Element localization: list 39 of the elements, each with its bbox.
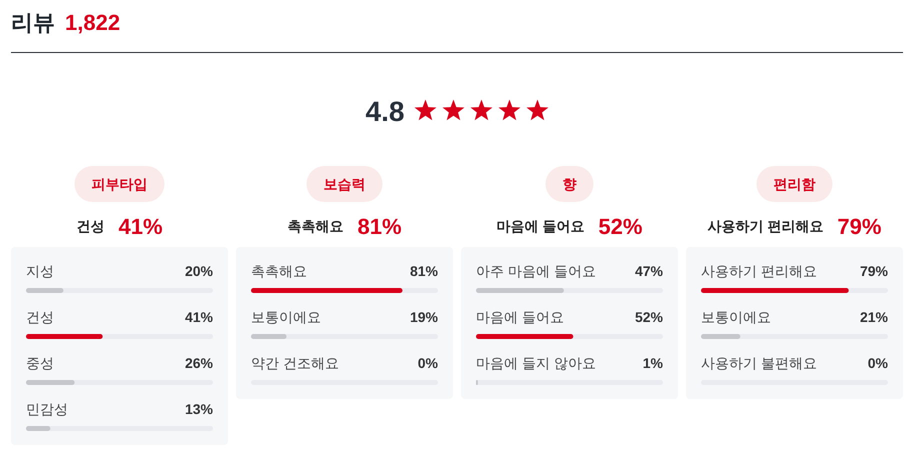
y-tick-label: 민감성: [26, 401, 68, 417]
data-label: 0%: [418, 355, 439, 371]
data-label: 1%: [642, 355, 664, 371]
text: 79%: [837, 214, 882, 239]
chart-title: 편리함: [774, 176, 816, 192]
data-label: 21%: [860, 309, 889, 325]
y-tick-label: 마음에 들어요: [476, 309, 564, 325]
chart-subtitle: 건성: [76, 218, 104, 234]
text: 리뷰: [11, 10, 55, 35]
text: 41%: [118, 214, 163, 239]
data-label: 20%: [184, 263, 214, 279]
text: 52%: [598, 214, 642, 239]
chart-title: 보습력: [324, 176, 366, 192]
chart-subtitle: 촉촉해요: [287, 218, 344, 234]
text: 1,822: [65, 10, 120, 35]
data-label: 79%: [860, 263, 889, 279]
data-label: 41%: [184, 309, 214, 325]
y-tick-label: 마음에 들지 않아요: [476, 355, 596, 371]
y-tick-label: 지성: [26, 263, 54, 279]
y-tick-label: 중성: [26, 355, 54, 371]
data-label: 0%: [868, 355, 889, 371]
y-tick-label: 보통이에요: [701, 309, 771, 325]
y-tick-label: 아주 마음에 들어요: [476, 263, 596, 279]
data-label: 19%: [410, 309, 439, 325]
text: 81%: [357, 214, 402, 239]
data-label: 13%: [184, 401, 214, 417]
data-label: 81%: [410, 263, 439, 279]
chart-title: 향: [562, 176, 576, 192]
y-tick-label: 약간 건조해요: [251, 355, 339, 371]
y-tick-label: 촉촉해요: [251, 263, 307, 279]
y-tick-label: 사용하기 편리해요: [701, 263, 817, 279]
chart-title: 피부타입: [92, 176, 148, 192]
data-label: 52%: [634, 309, 664, 325]
text: 4.8: [366, 96, 404, 127]
data-label: 47%: [634, 263, 664, 279]
y-tick-label: 건성: [26, 309, 54, 325]
y-tick-label: 보통이에요: [251, 309, 321, 325]
y-tick-label: 사용하기 불편해요: [701, 355, 817, 371]
data-label: 26%: [184, 355, 214, 371]
